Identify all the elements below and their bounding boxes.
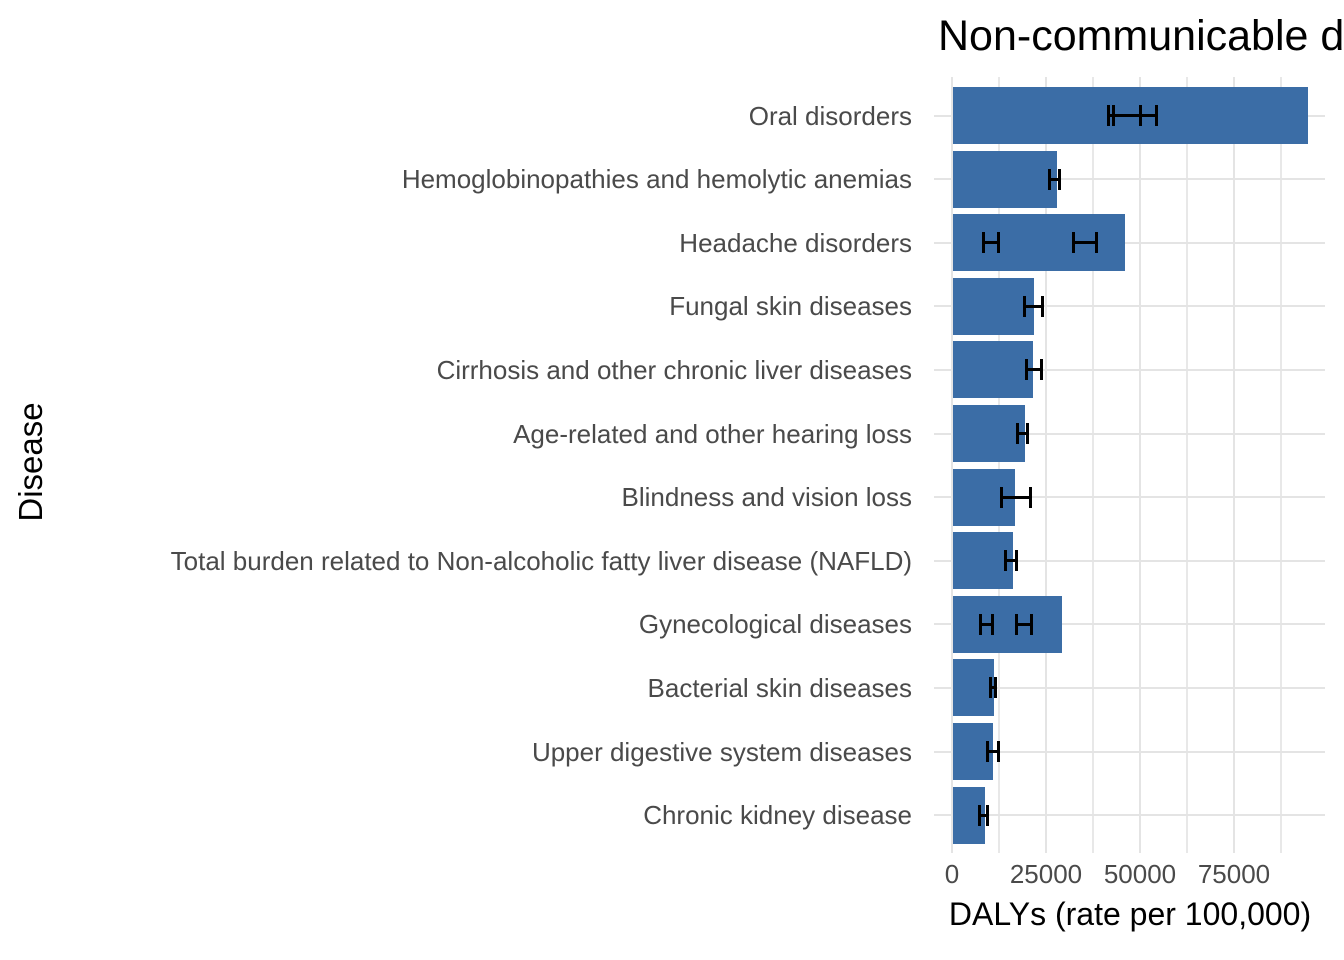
y-gridline [934, 750, 1325, 753]
error-bar-cap [996, 741, 1000, 762]
x-minor-gridline [1186, 77, 1188, 853]
category-label: Total burden related to Non-alcoholic fa… [170, 545, 912, 576]
error-bar-cap [1015, 613, 1019, 635]
x-tick-label: 50000 [1103, 859, 1177, 889]
error-bar-cap [1003, 550, 1007, 572]
bar [953, 214, 1125, 272]
error-bar [980, 622, 993, 626]
error-bar-cap [1015, 550, 1019, 572]
y-gridline [934, 496, 1325, 499]
error-bar-cap [1016, 423, 1020, 444]
error-bar-cap [1041, 295, 1045, 317]
error-bar [1001, 495, 1030, 499]
x-major-gridline [1045, 77, 1047, 853]
error-bar-cap [1026, 423, 1030, 444]
error-bar-cap [1058, 168, 1062, 190]
category-label: Hemoglobinopathies and hemolytic anemias [401, 164, 912, 195]
error-bar-cap [1095, 232, 1099, 254]
bar [953, 595, 1063, 653]
y-gridline [934, 814, 1325, 817]
category-label: Gynecological diseases [638, 609, 912, 640]
error-bar-cap [1112, 105, 1116, 126]
category-label: Age-related and other hearing loss [513, 418, 912, 449]
error-bar [1113, 114, 1157, 117]
bar [953, 405, 1025, 462]
error-bar-cap [979, 613, 983, 635]
x-minor-gridline [1280, 77, 1282, 853]
y-gridline [934, 241, 1325, 244]
bar [953, 150, 1058, 208]
error-bar [1005, 559, 1017, 563]
error-bar-cap [1071, 232, 1075, 254]
error-bar [983, 241, 999, 245]
x-tick-label: 75000 [1197, 859, 1271, 889]
bar [953, 532, 1013, 590]
error-bar-cap [1155, 105, 1159, 126]
x-major-gridline [951, 77, 953, 853]
x-axis-title: DALYs (rate per 100,000) [948, 896, 1312, 932]
error-bar-cap [981, 232, 985, 254]
error-bar-cap [986, 804, 990, 826]
category-label: Bacterial skin diseases [647, 672, 912, 703]
bar [953, 277, 1035, 335]
y-axis-title: Disease [12, 402, 49, 522]
category-label: Oral disorders [748, 100, 912, 131]
x-major-gridline [1233, 77, 1235, 853]
y-gridline [934, 559, 1325, 562]
error-bar-cap [1030, 613, 1034, 635]
error-bar [990, 686, 996, 690]
error-bar-cap [1025, 359, 1029, 381]
category-label: Blindness and vision loss [621, 482, 913, 513]
x-tick-label: 0 [944, 859, 960, 889]
x-tick-label: 25000 [1009, 859, 1083, 889]
error-bar-cap [989, 677, 993, 699]
error-bar-cap [996, 232, 1000, 254]
x-minor-gridline [1092, 77, 1094, 853]
y-gridline [934, 432, 1325, 435]
y-gridline [934, 686, 1325, 689]
error-bar-cap [1028, 486, 1032, 508]
category-label: Upper digestive system diseases [531, 736, 912, 767]
error-bar [1017, 432, 1028, 435]
plot-panel [934, 77, 1325, 853]
error-bar-cap [986, 741, 990, 762]
category-label: Cirrhosis and other chronic liver diseas… [436, 354, 912, 385]
chart-title: Non-communicable diseases [938, 12, 1344, 60]
category-label: Fungal skin diseases [669, 291, 912, 322]
error-bar [1024, 304, 1043, 308]
y-gridline [934, 623, 1325, 626]
error-bar-cap [1048, 168, 1052, 190]
error-bar [1073, 241, 1097, 245]
bar [953, 341, 1033, 399]
x-minor-gridline [998, 77, 1000, 853]
category-label: Chronic kidney disease [643, 800, 912, 831]
error-bar-cap [1000, 486, 1004, 508]
error-bar-cap [1106, 105, 1110, 126]
error-bar-cap [1023, 295, 1027, 317]
category-label: Headache disorders [679, 227, 912, 258]
y-gridline [934, 178, 1325, 181]
error-bar-cap [978, 804, 982, 826]
error-bar-cap [1040, 359, 1044, 381]
bar [953, 659, 994, 717]
error-bar [979, 813, 988, 817]
error-bar [1049, 177, 1060, 181]
error-bar [987, 750, 999, 753]
error-bar [1026, 368, 1042, 372]
error-bar [1016, 622, 1032, 626]
y-gridline [934, 368, 1325, 371]
error-bar-cap [991, 613, 995, 635]
x-major-gridline [1139, 77, 1141, 853]
error-bar-cap [994, 677, 998, 699]
y-gridline [934, 305, 1325, 308]
